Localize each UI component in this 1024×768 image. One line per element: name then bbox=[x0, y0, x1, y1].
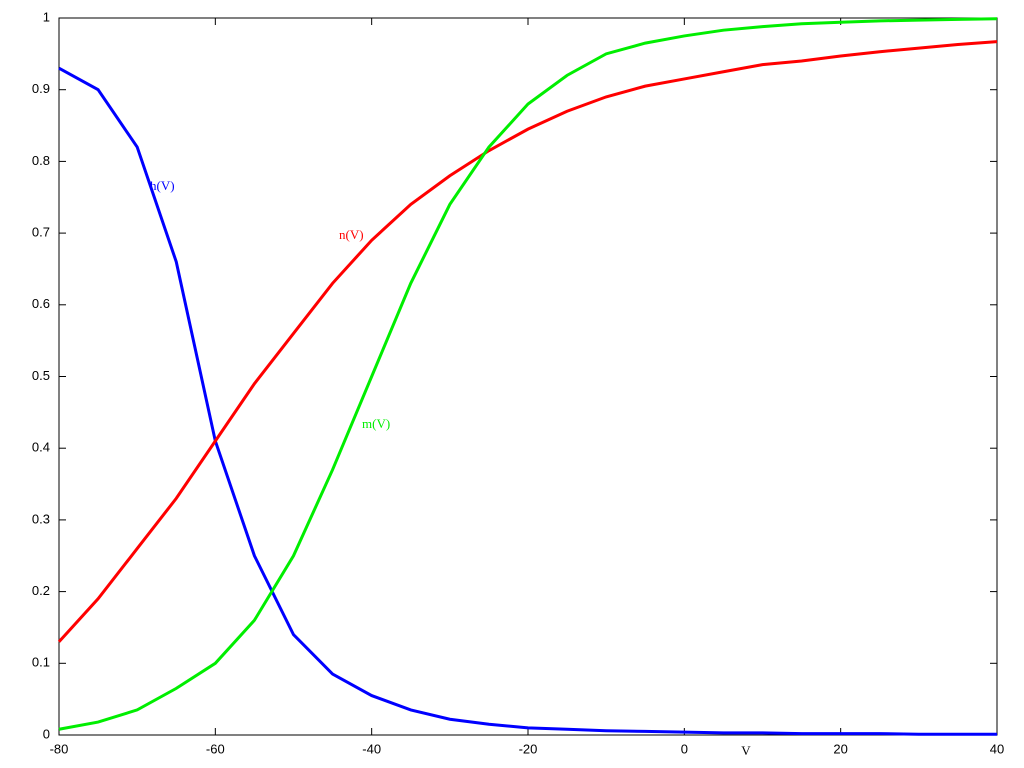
y-tick-label: 0.4 bbox=[32, 440, 50, 455]
x-tick-label: 20 bbox=[833, 741, 847, 756]
y-tick-label: 0.5 bbox=[32, 368, 50, 383]
x-tick-label: -80 bbox=[50, 741, 69, 756]
series-line bbox=[57, 40, 998, 643]
y-tick-label: 0.8 bbox=[32, 153, 50, 168]
y-tick-label: 0.1 bbox=[32, 655, 50, 670]
y-tick-label: 0.9 bbox=[32, 81, 50, 96]
x-axis-label: V bbox=[741, 743, 751, 758]
x-tick-label: 0 bbox=[681, 741, 688, 756]
y-tick-label: 0.6 bbox=[32, 296, 50, 311]
series-line bbox=[58, 66, 997, 736]
series-label: m(V) bbox=[362, 416, 390, 431]
series-label: n(V) bbox=[339, 227, 364, 242]
x-tick-label: -40 bbox=[362, 741, 381, 756]
x-tick-label: 40 bbox=[990, 741, 1004, 756]
y-tick-label: 0 bbox=[43, 726, 50, 741]
plot-frame bbox=[58, 17, 998, 736]
y-tick-label: 0.2 bbox=[32, 583, 50, 598]
x-tick-label: -60 bbox=[206, 741, 225, 756]
y-tick-label: 0.7 bbox=[32, 225, 50, 240]
x-tick-label: -20 bbox=[519, 741, 538, 756]
y-tick-label: 1 bbox=[43, 9, 50, 24]
series-label: h(V) bbox=[150, 178, 175, 193]
series-line bbox=[58, 17, 998, 731]
y-tick-label: 0.3 bbox=[32, 511, 50, 526]
